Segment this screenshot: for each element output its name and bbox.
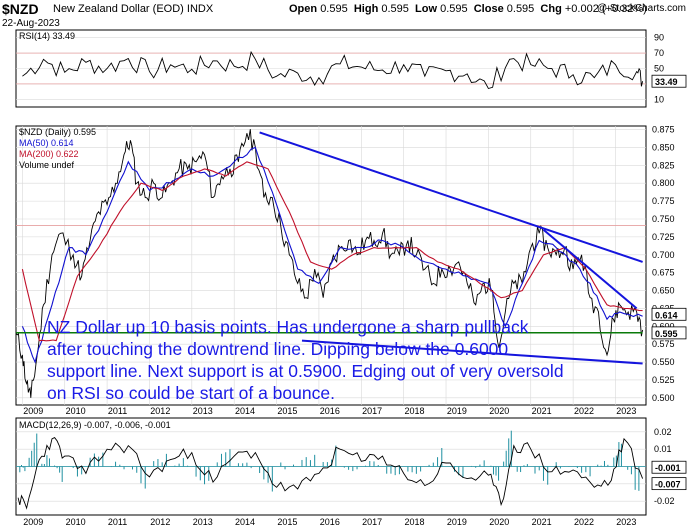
- annotation-note: NZ Dollar up 10 basis points. Has underg…: [47, 317, 564, 403]
- price-tick-1: 0.525: [652, 375, 675, 385]
- price-xlabel-2021: 2021: [532, 406, 552, 416]
- price-xlabel-2014: 2014: [235, 406, 255, 416]
- symbol-title: $NZD: [2, 1, 39, 17]
- price-xlabel-2010: 2010: [66, 406, 86, 416]
- macd-tick-4: 0.02: [654, 427, 672, 437]
- macd-xlabel-2014: 2014: [235, 517, 255, 527]
- price-tick-8: 0.700: [652, 250, 675, 260]
- symbol-description: New Zealand Dollar (EOD) INDX: [53, 3, 214, 15]
- macd-panel: -0.02-0.010.000.010.02-0.001-0.007 20092…: [15, 417, 687, 527]
- price-tick-14: 0.850: [652, 142, 675, 152]
- price-value-tag-0: 0.614: [655, 310, 678, 320]
- macd-xlabel-2015: 2015: [277, 517, 297, 527]
- price-xlabel-2015: 2015: [277, 406, 297, 416]
- price-xlabel-2012: 2012: [150, 406, 170, 416]
- price-tick-7: 0.675: [652, 268, 675, 278]
- macd-xlabel-2017: 2017: [362, 517, 382, 527]
- price-value-tag-1-box: [651, 326, 687, 340]
- macd-xlabel-2022: 2022: [574, 517, 594, 527]
- rsi-legend: RSI(14) 33.49: [19, 31, 75, 41]
- chart-date: 22-Aug-2023: [2, 18, 60, 29]
- macd-legend: MACD(12,26,9) -0.007, -0.006, -0.001: [19, 420, 171, 430]
- legend-volume: Volume undef: [19, 160, 75, 170]
- price-xlabel-2018: 2018: [405, 406, 425, 416]
- rsi-panel: 103050709033.49 RSI(14) 33.49: [15, 29, 687, 108]
- trendline-0: [259, 131, 643, 263]
- macd-xlabel-2016: 2016: [320, 517, 340, 527]
- price-series-2: [21, 161, 643, 342]
- price-xlabel-2019: 2019: [447, 406, 467, 416]
- macd-value-tag-1-box: [651, 477, 687, 491]
- macd-tick-0: -0.02: [654, 496, 675, 506]
- price-xlabel-2011: 2011: [108, 406, 127, 416]
- macd-value-tag-1: -0.007: [655, 480, 681, 490]
- price-xlabel-2009: 2009: [23, 406, 43, 416]
- macd-xlabel-2013: 2013: [193, 517, 213, 527]
- rsi-tick-70: 70: [654, 48, 664, 58]
- trendline-2: [301, 339, 643, 365]
- macd-xlabel-2011: 2011: [108, 517, 127, 527]
- price-xlabel-2022: 2022: [574, 406, 594, 416]
- stockcharts-watermark: @ StockCharts.com: [596, 3, 686, 14]
- price-tick-12: 0.800: [652, 178, 675, 188]
- price-xlabel-2020: 2020: [489, 406, 509, 416]
- macd-tick-3: 0.01: [654, 444, 672, 454]
- macd-xlabel-2012: 2012: [150, 517, 170, 527]
- price-tick-13: 0.825: [652, 160, 675, 170]
- price-tick-9: 0.725: [652, 232, 675, 242]
- rsi-tick-90: 90: [654, 33, 664, 43]
- price-panel: 0.5000.5250.5500.5750.6000.6250.6500.675…: [15, 125, 687, 416]
- macd-xlabel-2020: 2020: [489, 517, 509, 527]
- macd-xlabel-2019: 2019: [447, 517, 467, 527]
- rsi-tick-50: 50: [654, 64, 664, 74]
- price-tick-11: 0.775: [652, 196, 675, 206]
- price-tick-2: 0.550: [652, 357, 675, 367]
- price-tick-0: 0.500: [652, 393, 675, 403]
- legend-price: $NZD (Daily) 0.595: [19, 127, 96, 137]
- macd-xlabel-2023: 2023: [616, 517, 636, 527]
- price-tick-15: 0.875: [652, 125, 675, 135]
- price-tick-3: 0.575: [652, 339, 675, 349]
- rsi-value-tag-box: [651, 74, 687, 88]
- price-tick-4: 0.600: [652, 321, 675, 331]
- macd-value-tag-0: -0.001: [655, 463, 681, 473]
- price-tick-10: 0.750: [652, 214, 675, 224]
- macd-value-tag-0-box: [651, 460, 687, 474]
- price-xlabel-2023: 2023: [616, 406, 636, 416]
- price-tick-6: 0.650: [652, 286, 675, 296]
- legend-ma50: MA(50) 0.614: [19, 138, 74, 148]
- macd-line: [17, 437, 644, 510]
- rsi-line: [22, 50, 644, 90]
- legend-ma200: MA(200) 0.622: [19, 149, 79, 159]
- price-xlabel-2016: 2016: [320, 406, 340, 416]
- price-series-1: [21, 146, 643, 364]
- rsi-tick-10: 10: [654, 94, 664, 104]
- trendline-1: [542, 228, 638, 310]
- price-value-tag-1: 0.595: [655, 329, 678, 339]
- macd-xlabel-2010: 2010: [66, 517, 86, 527]
- price-value-tag-0-box: [651, 307, 687, 321]
- ohlc-readout: Open 0.595 High 0.595 Low 0.595 Close 0.…: [289, 3, 647, 15]
- price-xlabel-2013: 2013: [193, 406, 213, 416]
- macd-xlabel-2021: 2021: [532, 517, 552, 527]
- macd-xlabel-2018: 2018: [405, 517, 425, 527]
- price-xlabel-2017: 2017: [362, 406, 382, 416]
- macd-xlabel-2009: 2009: [23, 517, 43, 527]
- rsi-value-tag: 33.49: [655, 77, 678, 87]
